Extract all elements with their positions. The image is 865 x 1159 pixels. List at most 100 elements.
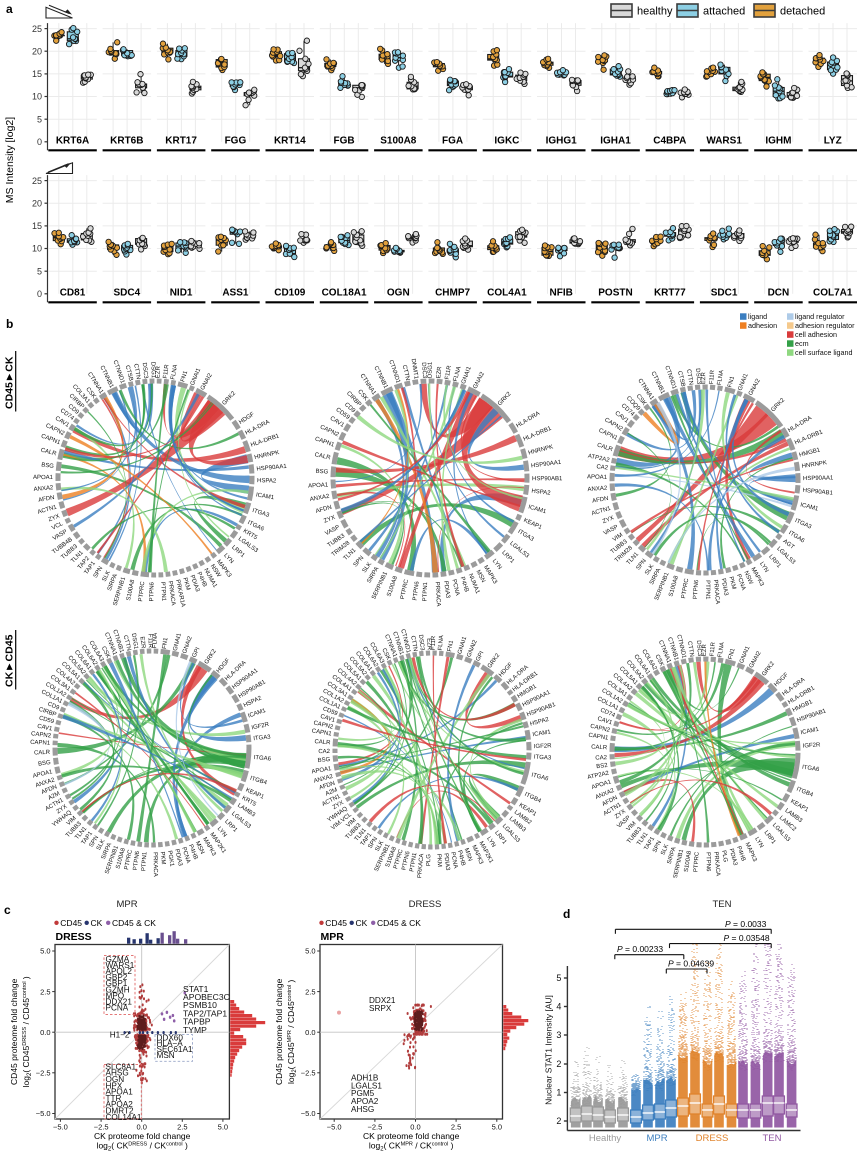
svg-text:−5.0: −5.0 xyxy=(301,1109,316,1118)
svg-text:5: 5 xyxy=(37,114,42,124)
svg-text:LYZ: LYZ xyxy=(824,135,842,146)
svg-text:COL7A1: COL7A1 xyxy=(813,287,853,298)
svg-text:FGB: FGB xyxy=(334,135,355,146)
svg-text:CD81: CD81 xyxy=(60,287,86,298)
svg-text:FGA: FGA xyxy=(442,135,463,146)
svg-text:5.0: 5.0 xyxy=(305,947,315,956)
svg-text:SDC1: SDC1 xyxy=(711,287,738,298)
svg-text:CALR: CALR xyxy=(591,745,608,752)
svg-text:5.0: 5.0 xyxy=(218,1123,228,1132)
svg-text:EZR: EZR xyxy=(701,371,707,384)
svg-text:CA2: CA2 xyxy=(318,749,330,755)
svg-text:KRT14: KRT14 xyxy=(274,135,306,146)
svg-text:IGHA1: IGHA1 xyxy=(600,135,631,146)
svg-text:F11R: F11R xyxy=(431,635,437,650)
svg-text:PTPN6: PTPN6 xyxy=(149,581,155,601)
svg-text:KRT77: KRT77 xyxy=(654,287,686,298)
svg-text:HSP90AA1: HSP90AA1 xyxy=(803,475,834,482)
svg-text:−5.0: −5.0 xyxy=(53,1123,68,1132)
svg-text:0: 0 xyxy=(37,289,42,299)
svg-text:DRESS: DRESS xyxy=(56,931,92,943)
svg-text:SRPX: SRPX xyxy=(369,1004,392,1013)
svg-text:PKM: PKM xyxy=(435,854,442,867)
svg-text:AHSG: AHSG xyxy=(351,1105,374,1114)
svg-text:APOA1: APOA1 xyxy=(33,475,54,481)
svg-text:15: 15 xyxy=(32,221,42,231)
svg-text:CD45: CD45 xyxy=(325,918,347,928)
svg-text:25: 25 xyxy=(32,176,42,186)
svg-text:PTPN1: PTPN1 xyxy=(159,582,166,602)
svg-text:2.5: 2.5 xyxy=(40,987,50,996)
svg-text:3: 3 xyxy=(556,1030,561,1040)
svg-text:d: d xyxy=(563,907,570,921)
svg-text:ligand: ligand xyxy=(748,312,767,321)
svg-text:PKM: PKM xyxy=(159,851,166,864)
svg-text:EZR: EZR xyxy=(138,636,145,649)
svg-text:P = 0.03548: P = 0.03548 xyxy=(724,933,770,943)
svg-text:IGF2R: IGF2R xyxy=(534,743,553,750)
svg-text:CHMP7: CHMP7 xyxy=(435,287,470,298)
svg-text:CD109: CD109 xyxy=(274,287,306,298)
svg-text:−2.5: −2.5 xyxy=(301,1069,316,1078)
svg-text:20: 20 xyxy=(32,198,42,208)
svg-text:P = 0.0033: P = 0.0033 xyxy=(725,919,767,929)
svg-text:0.0: 0.0 xyxy=(40,1028,50,1037)
svg-text:IGHG1: IGHG1 xyxy=(546,135,578,146)
svg-text:b: b xyxy=(6,317,13,331)
svg-text:HSP90AB1: HSP90AB1 xyxy=(532,476,563,482)
svg-text:ITGA3: ITGA3 xyxy=(534,755,552,762)
svg-text:−5.0: −5.0 xyxy=(327,1123,342,1132)
svg-text:EZR: EZR xyxy=(155,365,162,378)
svg-text:2: 2 xyxy=(556,1059,561,1069)
svg-text:S100A8: S100A8 xyxy=(380,135,417,146)
svg-text:PCNA: PCNA xyxy=(106,1004,129,1013)
svg-text:POSTN: POSTN xyxy=(598,287,632,298)
svg-text:PTPN1: PTPN1 xyxy=(141,851,148,871)
svg-text:10: 10 xyxy=(32,244,42,254)
svg-text:ligand regulator: ligand regulator xyxy=(795,312,845,321)
svg-text:P = 0.04639: P = 0.04639 xyxy=(668,959,714,969)
svg-text:COL14A1: COL14A1 xyxy=(106,1113,142,1122)
svg-text:PTPN6: PTPN6 xyxy=(705,852,711,872)
svg-text:MPR: MPR xyxy=(646,1133,667,1144)
svg-text:10: 10 xyxy=(32,92,42,102)
svg-text:CD45►CK: CD45►CK xyxy=(4,356,16,409)
svg-text:CK proteome fold change: CK proteome fold change xyxy=(363,1131,460,1141)
svg-text:CK: CK xyxy=(356,918,368,928)
svg-text:MS Intensity [log2]: MS Intensity [log2] xyxy=(4,117,16,203)
svg-text:cell adhesion: cell adhesion xyxy=(795,330,837,339)
svg-text:KRT6A: KRT6A xyxy=(56,135,89,146)
svg-text:adhesion regulator: adhesion regulator xyxy=(795,321,855,330)
svg-text:APOA1: APOA1 xyxy=(308,482,329,489)
svg-text:DRESS: DRESS xyxy=(409,899,442,910)
svg-text:C4BPA: C4BPA xyxy=(653,135,686,146)
svg-text:MSN: MSN xyxy=(157,1051,175,1060)
svg-text:F11R: F11R xyxy=(709,369,716,384)
svg-text:DCN: DCN xyxy=(768,287,790,298)
svg-text:IGKC: IGKC xyxy=(494,135,519,146)
svg-text:CAPN1: CAPN1 xyxy=(30,740,51,747)
svg-text:2: 2 xyxy=(556,1116,561,1126)
svg-text:MPR: MPR xyxy=(116,899,137,910)
svg-text:CK proteome fold change: CK proteome fold change xyxy=(94,1131,191,1141)
svg-text:BSG: BSG xyxy=(315,469,328,476)
svg-text:25: 25 xyxy=(32,24,42,34)
svg-text:adhesion: adhesion xyxy=(748,321,777,330)
svg-text:DSG1: DSG1 xyxy=(428,361,434,378)
svg-text:4: 4 xyxy=(556,1002,561,1012)
svg-text:CK: CK xyxy=(91,918,103,928)
svg-text:a: a xyxy=(6,2,13,16)
svg-text:APOA1: APOA1 xyxy=(587,474,608,481)
svg-text:IGHM: IGHM xyxy=(765,135,791,146)
svg-text:ecm: ecm xyxy=(795,339,809,348)
svg-text:0: 0 xyxy=(37,137,42,147)
svg-text:5.0: 5.0 xyxy=(492,1123,502,1132)
svg-text:healthy: healthy xyxy=(637,6,673,18)
svg-text:CD45: CD45 xyxy=(60,918,82,928)
svg-text:c: c xyxy=(4,903,11,917)
svg-text:COL4A1: COL4A1 xyxy=(487,287,527,298)
svg-text:KRT6B: KRT6B xyxy=(110,135,143,146)
svg-text:NID1: NID1 xyxy=(170,287,193,298)
svg-text:5: 5 xyxy=(556,973,561,983)
svg-text:OGN: OGN xyxy=(387,287,410,298)
